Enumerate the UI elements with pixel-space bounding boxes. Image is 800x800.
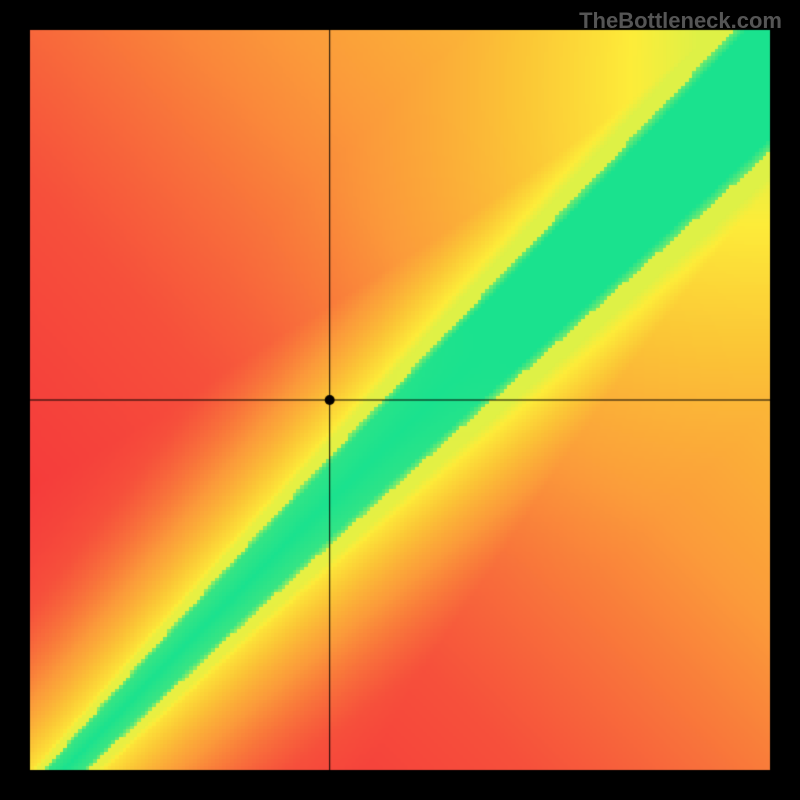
heatmap-canvas [0,0,800,800]
watermark-text: TheBottleneck.com [579,8,782,34]
